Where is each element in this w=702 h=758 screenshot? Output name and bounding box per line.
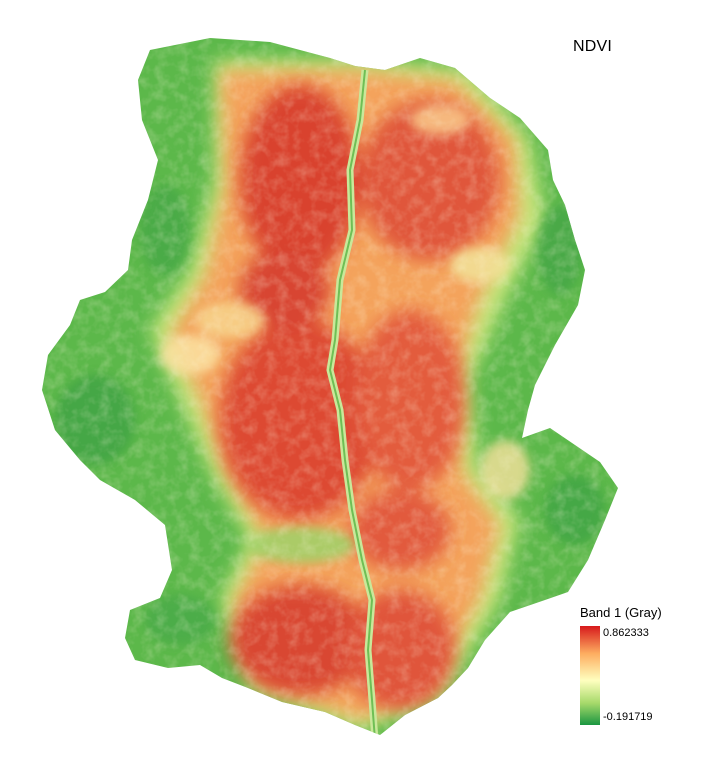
map-title: NDVI [573, 38, 613, 55]
legend-title: Band 1 (Gray) [580, 605, 662, 620]
legend: Band 1 (Gray) 0.862333 -0.191719 [578, 605, 688, 730]
legend-max-label: 0.862333 [603, 627, 649, 639]
legend-min-label: -0.191719 [603, 711, 653, 723]
legend-color-ramp [580, 626, 600, 725]
river-centerline [329, 69, 376, 735]
